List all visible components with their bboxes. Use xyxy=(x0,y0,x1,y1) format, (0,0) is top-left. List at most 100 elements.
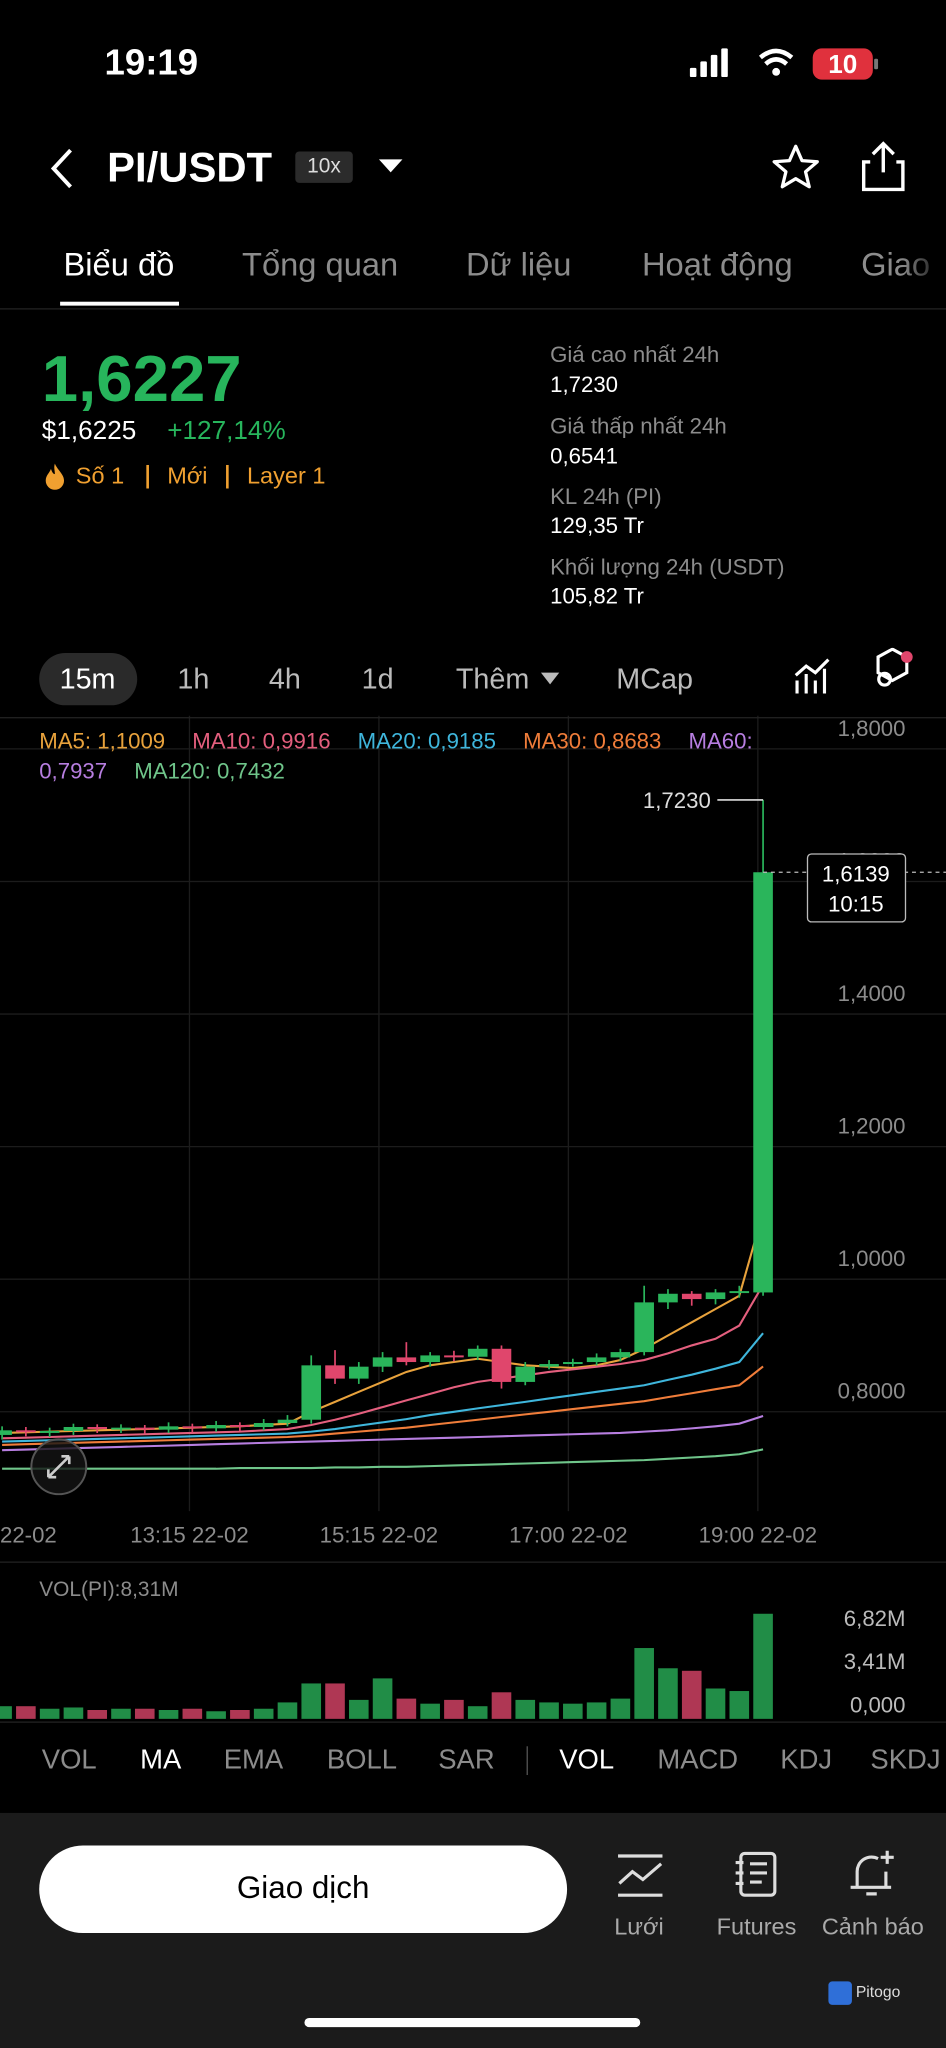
settings-button[interactable] xyxy=(865,647,917,700)
candle-body xyxy=(230,1425,250,1427)
home-indicator xyxy=(304,2017,641,2028)
battery-level: 10 xyxy=(828,50,858,80)
volume-bar xyxy=(444,1699,464,1719)
indicator[interactable]: SKDJ xyxy=(870,1744,941,1776)
ma-line xyxy=(2,1448,764,1470)
candle-body xyxy=(467,1348,488,1357)
fullscreen-button[interactable] xyxy=(29,1437,89,1497)
y-tick-label: 1,2000 xyxy=(838,1114,906,1139)
last-time-label: 10:15 xyxy=(828,891,884,916)
share-button[interactable] xyxy=(860,141,907,193)
interval[interactable]: 15m xyxy=(59,662,116,695)
indicator[interactable]: BOLL xyxy=(326,1744,398,1776)
indicator[interactable]: MACD xyxy=(657,1744,739,1776)
y-tick-label: 0,8000 xyxy=(838,1379,906,1404)
tag: Layer 1 xyxy=(246,462,326,489)
volume-bar xyxy=(515,1699,536,1719)
ma-legend: MA5: 1,1009 MA10: 0,9916 MA20: 0,9185 MA… xyxy=(39,726,797,786)
volume-bar xyxy=(111,1708,131,1719)
candle-body xyxy=(372,1357,393,1367)
indicator-separator xyxy=(526,1746,528,1776)
interval[interactable]: 4h xyxy=(268,662,301,695)
tab[interactable]: Tổng quan xyxy=(242,246,399,284)
candle-body xyxy=(658,1293,678,1303)
pair-dropdown[interactable] xyxy=(378,157,404,175)
last-price-label: 1,6139 xyxy=(822,861,890,886)
candle-body xyxy=(515,1366,536,1382)
pair-title[interactable]: PI/USDT xyxy=(107,143,273,191)
x-tick-label: 17:00 22-02 xyxy=(509,1523,627,1548)
candle-body xyxy=(253,1423,274,1427)
usd-price: $1,6225 xyxy=(41,416,137,446)
volume-tick-label: 6,82M xyxy=(844,1606,906,1631)
alert-icon[interactable] xyxy=(847,1847,899,1899)
y-tick-label: 1,0000 xyxy=(838,1246,906,1271)
interval[interactable]: Thêm xyxy=(455,662,530,695)
legend-item: MA20: 0,9185 xyxy=(357,728,496,754)
stat-value: 0,6541 xyxy=(550,444,619,469)
tab[interactable]: Hoạt động xyxy=(641,246,793,284)
divider xyxy=(0,1721,946,1723)
ma-line xyxy=(2,1284,764,1440)
volume-bar xyxy=(491,1692,512,1719)
candle-body xyxy=(63,1426,84,1431)
volume-tick-label: 0,000 xyxy=(850,1692,906,1717)
candle-body xyxy=(206,1425,226,1429)
indicator[interactable]: MA xyxy=(140,1744,182,1776)
legend-item: MA60: 0,7937 xyxy=(39,728,753,784)
volume-bar xyxy=(753,1613,773,1719)
interval-pill xyxy=(39,653,138,706)
tab[interactable]: Dữ liệu xyxy=(466,246,572,284)
indicator-button[interactable] xyxy=(793,657,832,696)
futures-icon[interactable] xyxy=(733,1849,780,1899)
ma-line xyxy=(2,1414,764,1452)
action-label[interactable]: Lưới xyxy=(614,1913,664,1940)
action-label[interactable]: Futures xyxy=(716,1913,797,1940)
indicator[interactable]: EMA xyxy=(223,1744,284,1776)
volume-bar xyxy=(658,1668,678,1719)
y-tick-label: 1,4000 xyxy=(838,981,906,1006)
leverage-badge: 10x xyxy=(295,151,353,183)
candle-body xyxy=(158,1426,179,1430)
more-dropdown[interactable] xyxy=(540,671,561,687)
candle-body xyxy=(39,1430,60,1433)
volume-bar xyxy=(372,1678,393,1719)
candle-body xyxy=(301,1365,322,1420)
candle-body xyxy=(396,1357,417,1363)
indicator[interactable]: VOL xyxy=(559,1744,615,1776)
grid-icon[interactable] xyxy=(614,1852,666,1899)
volume-bar xyxy=(420,1703,440,1719)
volume-bar xyxy=(634,1648,654,1719)
watermark: Pitogo xyxy=(855,1982,901,2001)
indicator[interactable]: KDJ xyxy=(780,1744,833,1776)
volume-bar xyxy=(206,1711,226,1719)
candle-body xyxy=(111,1427,131,1430)
action-label[interactable]: Cảnh báo xyxy=(821,1913,924,1940)
tab[interactable]: Biểu đồ xyxy=(63,246,175,284)
stat-label: KL 24h (PI) xyxy=(550,484,662,510)
tag-separator xyxy=(226,464,229,489)
favorite-button[interactable] xyxy=(770,142,822,192)
indicator[interactable]: VOL xyxy=(41,1744,97,1776)
volume-bar xyxy=(610,1698,631,1719)
trade-button[interactable] xyxy=(39,1845,568,1934)
indicator[interactable]: SAR xyxy=(438,1744,495,1776)
candle-body xyxy=(325,1365,345,1379)
volume-bar xyxy=(39,1708,60,1719)
interval[interactable]: 1d xyxy=(361,662,394,695)
volume-title: VOL(PI):8,31M xyxy=(39,1578,178,1601)
stat-value: 1,7230 xyxy=(550,372,619,398)
back-button[interactable] xyxy=(47,146,78,190)
trade-button-label[interactable]: Giao dịch xyxy=(236,1870,370,1906)
candle-body xyxy=(610,1352,631,1358)
x-tick-label: 13:15 22-02 xyxy=(130,1523,248,1548)
candle-body xyxy=(705,1292,726,1300)
tag: Mới xyxy=(167,462,208,489)
tag: Số 1 xyxy=(75,462,125,489)
tag-separator xyxy=(146,464,149,489)
interval[interactable]: 1h xyxy=(177,662,210,695)
volume-bar xyxy=(182,1708,203,1719)
interval[interactable]: MCap xyxy=(616,662,693,695)
